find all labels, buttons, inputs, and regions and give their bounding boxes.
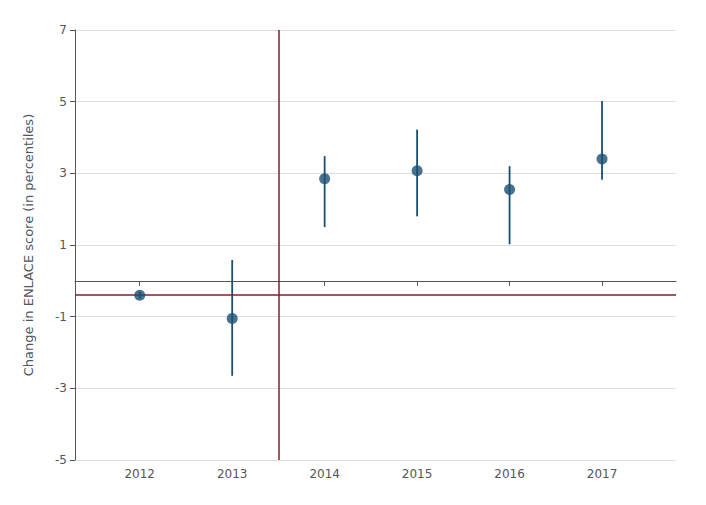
svg-text:7: 7 [59,23,67,37]
svg-text:1: 1 [59,238,67,252]
svg-text:2017: 2017 [587,467,618,481]
svg-text:2013: 2013 [217,467,248,481]
svg-text:3: 3 [59,166,67,180]
svg-text:2016: 2016 [494,467,525,481]
svg-text:5: 5 [59,95,67,109]
svg-text:2012: 2012 [124,467,155,481]
svg-text:Change in ENLACE score (in per: Change in ENLACE score (in percentiles) [21,114,36,376]
svg-text:2014: 2014 [309,467,340,481]
svg-text:2015: 2015 [402,467,433,481]
svg-text:-3: -3 [55,381,67,395]
svg-text:-5: -5 [55,453,67,467]
svg-text:-1: -1 [55,310,67,324]
